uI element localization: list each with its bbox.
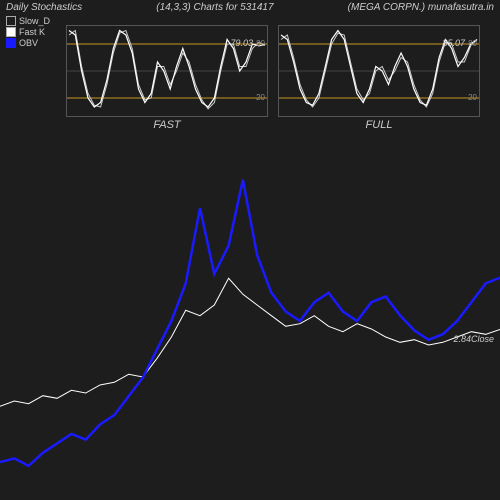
- mini-panel-wrap: 79.0380 20 FAST: [66, 25, 268, 131]
- panel-title: FULL: [278, 119, 480, 131]
- mini-panel: 79.0380 20: [66, 25, 268, 117]
- mini-panel: 85.0780 20: [278, 25, 480, 117]
- axis-tick-label: 80: [256, 39, 265, 48]
- axis-tick-label: 80: [468, 39, 477, 48]
- panel-title: FAST: [66, 119, 268, 131]
- legend-label: Slow_D: [19, 16, 50, 27]
- legend-label: Fast K: [19, 27, 45, 38]
- legend-swatch: [6, 38, 16, 48]
- main-chart: 2.84Close: [0, 161, 500, 481]
- axis-tick-label: 20: [256, 93, 265, 102]
- legend-swatch: [6, 16, 16, 26]
- panel-value-label: 79.03: [230, 38, 253, 48]
- header-left: Daily Stochastics: [6, 2, 82, 13]
- legend-swatch: [6, 27, 16, 37]
- mini-panel-wrap: 85.0780 20 FULL: [278, 25, 480, 131]
- panel-value-label: 85.07: [442, 38, 465, 48]
- axis-tick-label: 20: [468, 93, 477, 102]
- header-right: (MEGA CORPN.) munafasutra.in: [348, 2, 494, 13]
- mini-panels-row: 79.038020FAST85.078020FULL: [60, 25, 500, 131]
- header-center: (14,3,3) Charts for 531417: [156, 2, 273, 13]
- legend-label: OBV: [19, 38, 38, 49]
- close-value-label: 2.84Close: [453, 334, 494, 344]
